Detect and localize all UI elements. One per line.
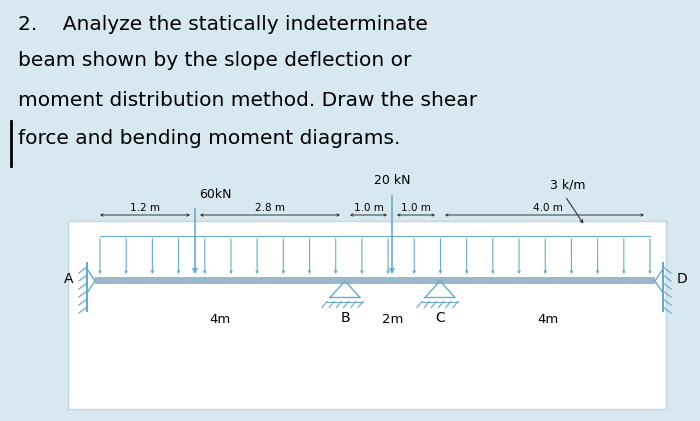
Text: 1.0 m: 1.0 m — [354, 203, 384, 213]
Text: 4.0 m: 4.0 m — [533, 203, 562, 213]
Text: C: C — [435, 312, 445, 325]
FancyBboxPatch shape — [68, 221, 666, 409]
Text: D: D — [677, 272, 687, 286]
Text: 2.8 m: 2.8 m — [255, 203, 285, 213]
Text: 2.    Analyze the statically indeterminate: 2. Analyze the statically indeterminate — [18, 15, 428, 34]
Text: 2m: 2m — [382, 313, 403, 326]
Text: 20 kN: 20 kN — [374, 174, 410, 187]
Text: moment distribution method. Draw the shear: moment distribution method. Draw the she… — [18, 91, 477, 110]
FancyBboxPatch shape — [95, 277, 655, 284]
Text: A: A — [64, 272, 73, 286]
Text: 3 k/m: 3 k/m — [550, 178, 585, 191]
Text: 1.0 m: 1.0 m — [401, 203, 431, 213]
Text: 4m: 4m — [209, 313, 230, 326]
Text: 4m: 4m — [537, 313, 558, 326]
Text: beam shown by the slope deflection or: beam shown by the slope deflection or — [18, 51, 412, 70]
Text: 60kN: 60kN — [199, 188, 232, 201]
Text: force and bending moment diagrams.: force and bending moment diagrams. — [18, 129, 400, 148]
Text: 1.2 m: 1.2 m — [130, 203, 160, 213]
Text: B: B — [340, 312, 350, 325]
